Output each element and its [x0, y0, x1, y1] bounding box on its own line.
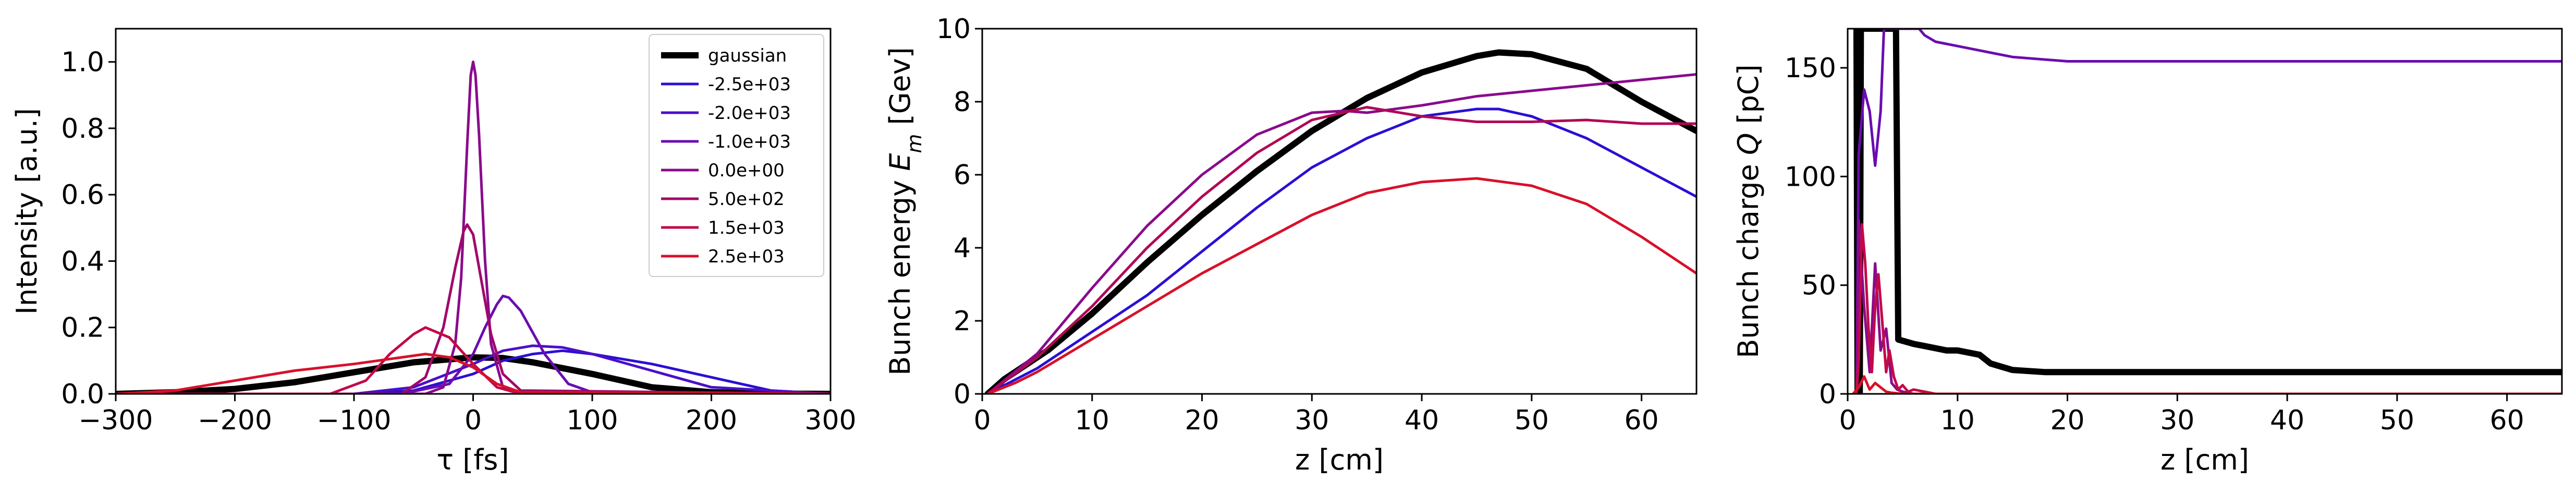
charge-y-tick-label: 100: [1785, 161, 1836, 193]
energy-ticks: 0 10 20 30 40 50 60 0 2 4 6 8 10: [936, 14, 1659, 436]
intensity-y-tick-label: 0.0: [61, 379, 104, 410]
energy-series-line: [986, 107, 1696, 394]
legend-box: [649, 34, 824, 277]
charge-series-line: [1855, 29, 2562, 394]
energy-y-tick-label: 2: [954, 306, 971, 337]
legend-label: -2.5e+03: [708, 74, 791, 95]
energy-y-tick-label: 6: [954, 160, 971, 191]
charge-series-line: [1855, 223, 2562, 394]
legend-label: 1.5e+03: [708, 218, 785, 238]
legend-label: 2.5e+03: [708, 246, 785, 267]
energy-y-tick-label: 8: [954, 87, 971, 118]
intensity-y-tick-label: 0.8: [61, 113, 104, 145]
intensity-y-tick-label: 1.0: [61, 47, 104, 78]
charge-y-tick-label: 150: [1785, 53, 1836, 84]
energy-x-tick-label: 40: [1405, 405, 1439, 436]
legend-items: gaussian -2.5e+03 -2.0e+03 -1.0e+03 0.0e+00 5…: [661, 45, 791, 267]
charge-x-tick-label: 20: [2050, 405, 2084, 436]
charge-series-line: [1852, 375, 2562, 394]
intensity-legend: gaussian -2.5e+03 -2.0e+03 -1.0e+03 0.0e+00 5…: [649, 34, 824, 277]
energy-y-tick-label: 4: [954, 233, 971, 264]
energy-x-tick-label: 30: [1295, 405, 1329, 436]
charge-x-tick-label: 50: [2380, 405, 2414, 436]
intensity-x-tick-label: 200: [686, 405, 737, 436]
charge-ylabel-suffix: [pC]: [1732, 64, 1765, 133]
energy-series-line: [986, 73, 1696, 394]
intensity-series-line: [116, 223, 831, 394]
energy-x-tick-label: 20: [1185, 405, 1219, 436]
charge-x-tick-label: 60: [2490, 405, 2524, 436]
charge-y-axis-label: Bunch charge Q [pC]: [1732, 64, 1765, 358]
energy-series-line: [986, 106, 1696, 394]
energy-x-tick-label: 60: [1625, 405, 1659, 436]
charge-ylabel-symbol: Q: [1732, 133, 1765, 155]
intensity-y-tick-label: 0.4: [61, 246, 104, 277]
intensity-series-line: [116, 294, 831, 394]
intensity-series-line: [116, 344, 831, 394]
energy-x-tick-label: 10: [1075, 405, 1109, 436]
charge-series-line: [1853, 29, 2562, 394]
legend-label: 0.0e+00: [708, 160, 785, 181]
energy-ylabel-prefix: Bunch energy: [884, 171, 917, 376]
energy-series-line: [986, 177, 1696, 394]
legend-label: 5.0e+02: [708, 189, 785, 210]
energy-x-tick-label: 50: [1515, 405, 1549, 436]
legend-label: gaussian: [708, 45, 787, 66]
intensity-ticks: −300 −200 −100 0 100 200 300 0.0 0.2 0.4 0.6 0.8 1.0: [61, 47, 856, 436]
charge-x-tick-label: 10: [1940, 405, 1975, 436]
intensity-series-line: [116, 326, 831, 394]
legend-label: -2.0e+03: [708, 103, 791, 124]
energy-series-group: [984, 49, 1696, 394]
energy-y-axis-label: Bunch energy Em [Gev]: [884, 47, 926, 375]
intensity-series-line: [116, 61, 831, 394]
legend-label: -1.0e+03: [708, 131, 791, 152]
charge-ticks: 0 10 20 30 40 50 60 0 50 100 150: [1785, 53, 2524, 436]
intensity-x-tick-label: −100: [317, 405, 392, 436]
charge-ylabel-prefix: Bunch charge: [1732, 155, 1765, 358]
intensity-y-axis-label: Intensity [a.u.]: [10, 108, 43, 315]
intensity-series-group: [116, 61, 831, 394]
charge-panel: 0 10 20 30 40 50 60 0 50 100 150 z [cm] Bunch char…: [1732, 28, 2563, 476]
energy-ylabel-suffix: [Gev]: [884, 47, 917, 134]
intensity-x-tick-label: −200: [198, 405, 272, 436]
energy-panel: 0 10 20 30 40 50 60 0 2 4 6 8 10 z [cm] Bunch energy…: [884, 14, 1698, 476]
charge-plot-frame: [1847, 28, 2563, 395]
intensity-x-axis-label: τ [fs]: [437, 443, 509, 476]
intensity-x-tick-label: 300: [804, 405, 856, 436]
intensity-x-tick-label: 0: [465, 405, 482, 436]
intensity-series-line: [116, 353, 831, 394]
charge-y-tick-label: 50: [1802, 270, 1836, 302]
intensity-y-tick-label: 0.6: [61, 179, 104, 211]
intensity-x-tick-label: 100: [566, 405, 618, 436]
energy-y-tick-label: 10: [936, 14, 971, 45]
intensity-y-tick-label: 0.2: [61, 312, 104, 344]
charge-x-tick-label: 0: [1839, 405, 1856, 436]
charge-x-tick-label: 40: [2270, 405, 2304, 436]
intensity-x-tick-label: −300: [79, 405, 153, 436]
charge-x-tick-label: 30: [2160, 405, 2194, 436]
charge-series-group: [1852, 29, 2562, 394]
energy-ylabel-subscript: m: [903, 134, 926, 153]
energy-x-axis-label: z [cm]: [1295, 443, 1384, 476]
intensity-panel: −300 −200 −100 0 100 200 300 0.0 0.2 0.4 0.6 0.8 1.0…: [10, 28, 857, 476]
energy-x-tick-label: 0: [973, 405, 991, 436]
energy-plot-frame: [981, 28, 1698, 395]
charge-y-tick-label: 0: [1819, 379, 1836, 410]
energy-y-tick-label: 0: [954, 379, 971, 410]
charge-x-axis-label: z [cm]: [2160, 443, 2249, 476]
energy-ylabel-symbol: E: [884, 153, 917, 171]
